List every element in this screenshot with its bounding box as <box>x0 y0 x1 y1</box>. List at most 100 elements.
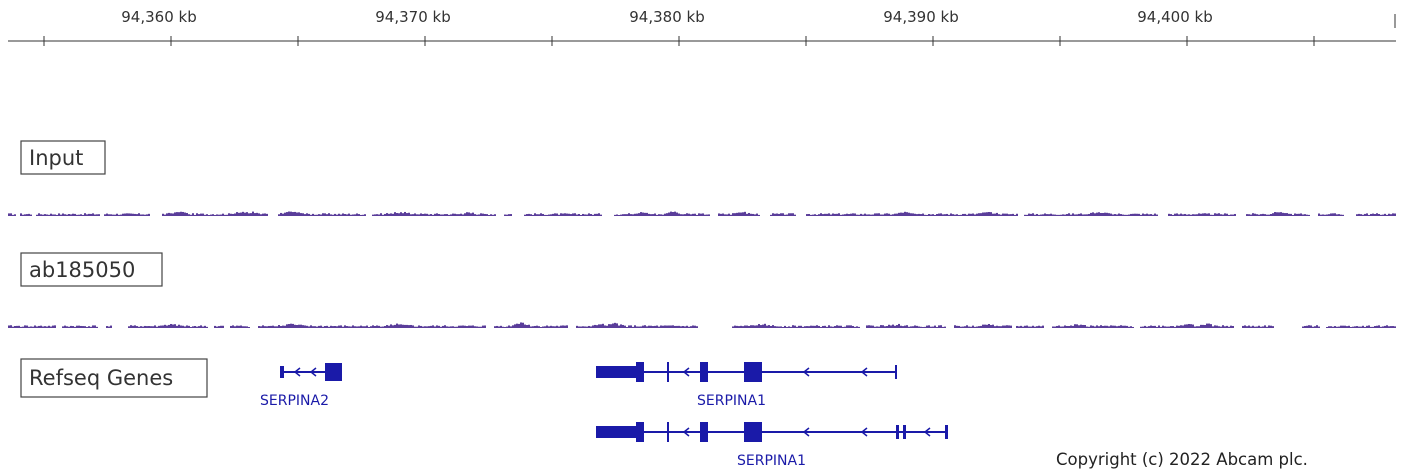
signal-bar <box>1380 214 1382 216</box>
signal-bar <box>686 325 688 328</box>
signal-bar <box>230 213 232 216</box>
signal-bar <box>438 325 440 328</box>
signal-bar <box>1114 214 1116 216</box>
signal-bar <box>362 214 364 216</box>
signal-bar <box>764 323 766 328</box>
signal-bar <box>314 326 316 328</box>
signal-bar <box>338 325 340 328</box>
signal-bar <box>302 325 304 328</box>
signal-bar <box>1376 213 1378 216</box>
signal-bar <box>310 214 312 216</box>
signal-bar <box>284 325 286 328</box>
signal-bar <box>1252 325 1254 328</box>
signal-bar <box>552 326 554 328</box>
strand-arrow-icon <box>802 427 810 437</box>
signal-bar <box>856 326 858 328</box>
signal-bar <box>1228 214 1230 216</box>
signal-bar <box>434 213 436 216</box>
signal-bar <box>548 326 550 328</box>
signal-bar <box>376 214 378 216</box>
signal-bar <box>1250 326 1252 328</box>
signal-bar <box>476 326 478 328</box>
signal-bar <box>908 212 910 216</box>
signal-bar <box>62 326 64 328</box>
signal-bar <box>1320 214 1322 216</box>
signal-bar <box>788 213 790 216</box>
signal-bar <box>638 326 640 328</box>
signal-bar <box>1068 213 1070 216</box>
gene-serpina1-transcript-2[interactable]: SERPINA1 <box>596 422 948 469</box>
signal-bar <box>1328 326 1330 328</box>
signal-bar <box>442 325 444 328</box>
signal-bar <box>24 214 26 216</box>
signal-bar <box>794 325 796 328</box>
signal-bar <box>934 325 936 328</box>
signal-bar <box>316 326 318 328</box>
signal-bar <box>880 214 882 216</box>
signal-bar <box>1014 214 1016 216</box>
signal-bar <box>1200 324 1202 328</box>
signal-bar <box>880 325 882 328</box>
signal-bar <box>44 214 46 216</box>
signal-bar <box>244 326 246 328</box>
signal-bar <box>550 325 552 328</box>
signal-bar <box>766 325 768 328</box>
gene-label-serpina1: SERPINA1 <box>737 453 806 469</box>
signal-bar <box>146 326 148 328</box>
signal-bar <box>616 323 618 328</box>
signal-bar <box>570 214 572 216</box>
signal-bar <box>1298 213 1300 216</box>
signal-bar <box>374 325 376 328</box>
signal-bar <box>702 213 704 216</box>
signal-bar <box>402 213 404 216</box>
gene-serpina2[interactable]: SERPINA2 <box>260 363 342 409</box>
signal-bar <box>272 325 274 328</box>
signal-bar <box>1214 213 1216 216</box>
signal-bar <box>396 213 398 216</box>
signal-bar <box>1066 325 1068 328</box>
signal-bar <box>686 213 688 216</box>
signal-bar <box>1262 213 1264 216</box>
signal-bar <box>652 326 654 328</box>
signal-bar <box>924 326 926 328</box>
signal-bar <box>202 213 204 216</box>
signal-bar <box>38 325 40 328</box>
signal-bar <box>1102 212 1104 216</box>
signal-bar <box>844 214 846 216</box>
gene-serpina1-transcript-1[interactable]: SERPINA1 <box>596 362 897 409</box>
signal-bar <box>108 326 110 328</box>
signal-bar <box>278 214 280 216</box>
signal-bar <box>1038 214 1040 216</box>
signal-bar <box>72 213 74 216</box>
signal-bar <box>1154 325 1156 328</box>
signal-bar <box>752 213 754 216</box>
signal-bar <box>690 214 692 216</box>
signal-bar <box>898 212 900 216</box>
signal-bar <box>1334 326 1336 328</box>
signal-bar <box>208 214 210 216</box>
track-label-ab185050: ab185050 <box>29 258 135 282</box>
signal-bar <box>996 212 998 216</box>
signal-bar <box>1182 214 1184 216</box>
signal-bar <box>976 326 978 328</box>
signal-bar <box>182 211 184 216</box>
signal-bar <box>1220 326 1222 328</box>
signal-bar <box>84 326 86 328</box>
signal-bar <box>970 326 972 328</box>
signal-bar <box>1086 326 1088 328</box>
signal-bar <box>508 325 510 328</box>
signal-bar <box>1242 325 1244 328</box>
signal-bar <box>660 214 662 216</box>
signal-bar <box>1190 214 1192 216</box>
signal-bar <box>866 325 868 328</box>
signal-bar <box>214 214 216 216</box>
signal-bar <box>320 214 322 216</box>
signal-bar <box>1158 325 1160 328</box>
signal-bar <box>1198 213 1200 216</box>
signal-bar <box>40 325 42 328</box>
signal-bar <box>930 326 932 328</box>
signal-bar <box>804 326 806 328</box>
signal-bar <box>30 326 32 328</box>
signal-bar <box>1172 214 1174 216</box>
strand-arrow-icon <box>860 427 868 437</box>
